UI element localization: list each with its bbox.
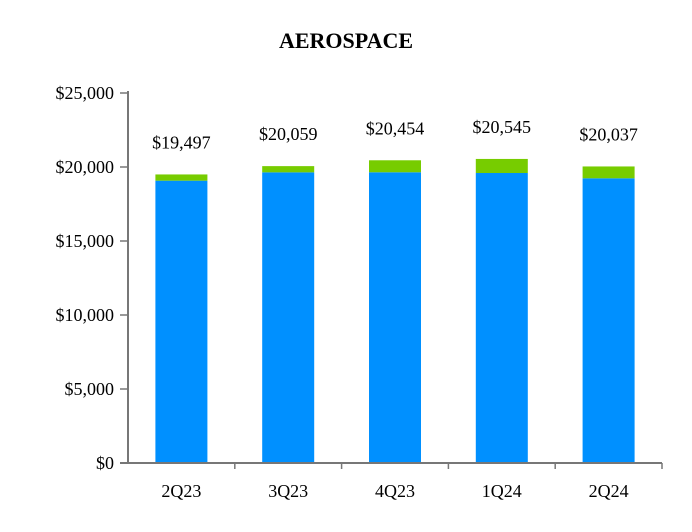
x-tick-label: 2Q24: [589, 481, 629, 501]
bar-segment-2: [155, 174, 208, 181]
x-tick-label: 1Q24: [482, 481, 522, 501]
y-tick-label: $20,000: [56, 157, 115, 177]
x-tick-label: 4Q23: [375, 481, 415, 501]
x-tick-label: 3Q23: [268, 481, 308, 501]
y-tick-label: $0: [96, 453, 114, 473]
bar-segment-1: [369, 172, 421, 463]
y-tick-label: $15,000: [56, 231, 115, 251]
data-label: $20,037: [579, 124, 638, 144]
data-label: $20,454: [366, 118, 425, 138]
bar-segment-1: [582, 178, 635, 463]
bar-segment-2: [369, 160, 421, 173]
y-tick-label: $10,000: [56, 305, 115, 325]
bar-segment-2: [262, 166, 315, 173]
bar-segment-1: [475, 172, 528, 463]
bar-segment-2: [582, 166, 635, 179]
y-tick-label: $25,000: [56, 83, 115, 103]
bar-segment-1: [155, 180, 208, 463]
y-tick-label: $5,000: [65, 379, 115, 399]
data-label: $20,059: [259, 124, 318, 144]
data-label: $20,545: [473, 117, 532, 137]
bar-segment-2: [475, 158, 528, 173]
data-label: $19,497: [152, 132, 211, 152]
bar-segment-1: [262, 172, 315, 463]
chart-title: AEROSPACE: [279, 28, 413, 53]
x-tick-label: 2Q23: [161, 481, 201, 501]
